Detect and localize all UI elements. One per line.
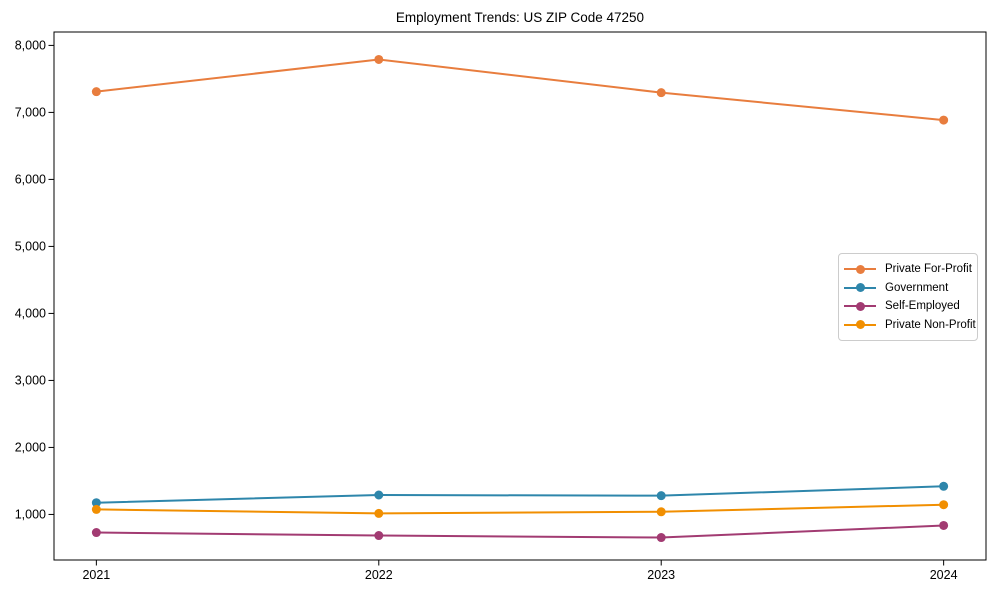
legend-line-marker-icon [844, 297, 876, 315]
y-tick-label: 6,000 [15, 173, 46, 187]
legend-label: Government [885, 281, 949, 294]
legend-item: Government [844, 279, 971, 297]
y-tick-label: 3,000 [15, 374, 46, 388]
data-point-marker [374, 490, 384, 500]
data-point-marker [939, 520, 949, 530]
legend-label: Self-Employed [885, 300, 960, 313]
data-point-marker [939, 481, 949, 491]
data-point-marker [91, 504, 101, 514]
axes-spines [53, 31, 987, 561]
y-tick-label: 5,000 [15, 240, 46, 254]
legend-line-marker-icon [844, 260, 876, 278]
y-tick-label: 7,000 [15, 106, 46, 120]
legend-item: Private For-Profit [844, 260, 972, 278]
data-point-marker [374, 508, 384, 518]
chart-legend: Private For-Profit Government Self-Emplo… [838, 253, 978, 341]
data-point-marker [656, 507, 666, 517]
x-tick-label: 2023 [647, 568, 675, 582]
y-tick-label: 8,000 [15, 39, 46, 53]
data-point-marker [656, 533, 666, 543]
data-point-marker [374, 531, 384, 541]
x-tick-label: 2022 [365, 568, 393, 582]
legend-label: Private For-Profit [885, 263, 972, 275]
legend-line-marker-icon [844, 316, 876, 334]
legend-line-marker-icon [844, 279, 876, 297]
series-line-private-non-profit [95, 503, 945, 515]
data-point-marker [91, 498, 101, 508]
data-point-marker [91, 87, 101, 97]
y-tick-label: 1,000 [15, 508, 46, 522]
y-tick-label: 4,000 [15, 307, 46, 321]
data-point-marker [939, 115, 949, 125]
chart-title: Employment Trends: US ZIP Code 47250 [395, 10, 645, 25]
legend-item: Private Non-Profit [844, 316, 976, 334]
data-point-marker [656, 491, 666, 501]
x-tick-label: 2021 [82, 568, 110, 582]
x-tick-label: 2024 [930, 568, 958, 582]
legend-item: Self-Employed [844, 297, 971, 315]
legend-label: Private Non-Profit [885, 318, 976, 331]
series-line-private-for-profit [95, 58, 945, 122]
series-line-government [95, 485, 945, 504]
data-point-marker [939, 500, 949, 510]
data-point-marker [91, 528, 101, 538]
data-point-marker [656, 88, 666, 98]
data-point-marker [374, 54, 384, 64]
series-line-self-employed [95, 524, 945, 539]
y-tick-label: 2,000 [15, 441, 46, 455]
